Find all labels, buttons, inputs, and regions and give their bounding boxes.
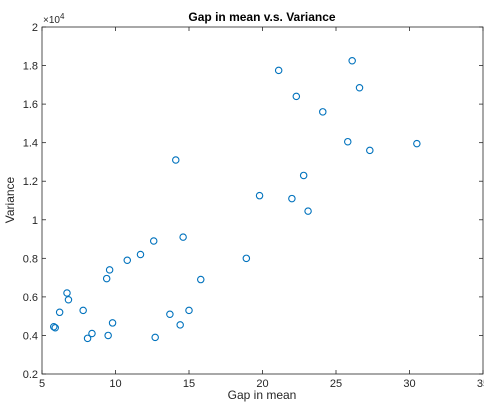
y-tick-label: 0.8 <box>23 253 38 265</box>
data-point <box>79 306 87 315</box>
data-point <box>344 137 352 146</box>
data-point <box>348 56 356 65</box>
data-point <box>274 66 283 75</box>
data-point <box>108 319 117 327</box>
data-point <box>242 254 251 263</box>
plot-area <box>41 26 484 375</box>
data-point <box>185 306 193 315</box>
y-tick-label: 2 <box>32 22 38 34</box>
data-point <box>176 321 184 329</box>
data-point <box>197 275 205 284</box>
x-tick-label: 15 <box>183 378 195 390</box>
x-tick-label: 30 <box>403 378 415 390</box>
data-point <box>255 191 264 200</box>
data-point <box>64 296 73 304</box>
chart-title: Gap in mean v.s. Variance <box>188 10 336 24</box>
x-axis-title: Gap in mean <box>228 388 297 402</box>
x-tick-label: 25 <box>330 378 342 390</box>
data-point <box>105 266 114 274</box>
data-point <box>88 329 96 338</box>
data-point <box>319 108 327 116</box>
x-tick-label: 35 <box>477 378 484 390</box>
x-tick-label: 20 <box>256 378 268 390</box>
data-point <box>304 207 312 215</box>
y-tick-label: 1.2 <box>23 176 38 188</box>
data-point <box>299 171 308 180</box>
y-axis: 0.2 0.4 0.6 0.8 1 1.2 1.4 1.6 1.8 2 <box>23 22 483 381</box>
data-point <box>413 139 421 148</box>
data-point <box>366 146 374 155</box>
y-tick-label: 1.4 <box>23 138 38 150</box>
data-point <box>151 333 159 342</box>
data-point <box>292 92 301 101</box>
data-point <box>123 256 132 265</box>
data-point <box>172 156 180 164</box>
data-point <box>179 233 187 241</box>
data-point <box>104 331 112 340</box>
y-scale-prefix: ×10 <box>43 15 60 26</box>
axes-box <box>41 26 484 375</box>
data-point <box>149 237 158 245</box>
y-tick-label: 0.2 <box>23 369 38 381</box>
y-tick-label: 0.4 <box>23 330 38 342</box>
y-tick-label: 1.6 <box>23 99 38 111</box>
data-point <box>51 323 59 332</box>
y-axis-title: Variance <box>3 176 17 223</box>
data-point <box>166 310 174 318</box>
y-tick-label: 1.8 <box>23 61 38 73</box>
data-point <box>55 308 64 317</box>
x-tick-label: 5 <box>39 378 45 390</box>
data-point <box>50 323 58 331</box>
x-axis: 5 10 15 20 25 30 35 <box>39 27 484 390</box>
data-points <box>50 56 421 343</box>
data-point <box>102 274 111 283</box>
x-tick-label: 10 <box>109 378 121 390</box>
data-point <box>288 194 296 203</box>
y-axis-exponent-label: ×104 <box>43 12 65 26</box>
y-tick-label: 1 <box>32 215 38 227</box>
data-point <box>83 334 92 343</box>
data-point <box>136 250 145 259</box>
y-scale-exponent: 4 <box>60 12 65 21</box>
y-tick-label: 0.6 <box>23 292 38 304</box>
data-point <box>355 83 364 92</box>
data-point <box>63 289 71 297</box>
